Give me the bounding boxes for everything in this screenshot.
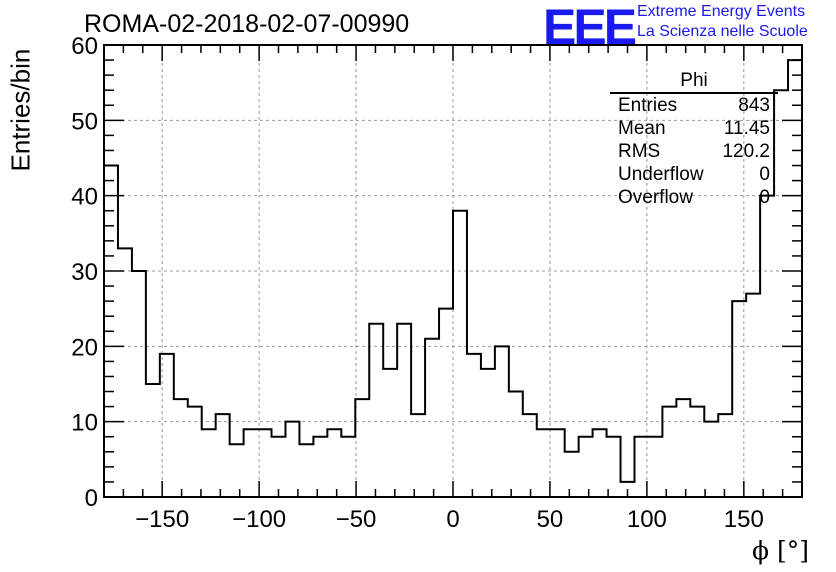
org-name: Extreme Energy Events La Scienza nelle S…	[637, 2, 808, 42]
stats-label: RMS	[618, 141, 661, 162]
x-tick-label: −50	[336, 506, 377, 533]
stats-label: Underflow	[618, 164, 704, 185]
x-tick-label: 0	[446, 506, 459, 533]
stats-value: 11.45	[723, 118, 770, 139]
y-tick-label: 0	[85, 485, 98, 512]
x-tick-label: 50	[537, 506, 564, 533]
chart-title: ROMA-02-2018-02-07-00990	[84, 10, 410, 38]
tick-labels: −150 −100 −50 0 50 100 150 0 10 20 30 40 50 60	[71, 33, 764, 533]
stats-value: 0	[759, 164, 770, 185]
x-tick-label: −150	[135, 506, 189, 533]
stats-label: Mean	[618, 118, 666, 139]
y-tick-label: 50	[71, 108, 98, 135]
y-tick-label: 40	[71, 184, 98, 211]
stats-row-underflow: Underflow 0	[610, 163, 778, 186]
org-line-2: La Scienza nelle Scuole	[637, 23, 808, 40]
stats-box: Phi Entries 843 Mean 11.45 RMS 120.2 Underf…	[610, 70, 778, 209]
y-axis-label: Entries/bin	[5, 48, 36, 172]
stats-label: Entries	[618, 95, 678, 116]
stats-value: 843	[738, 95, 770, 116]
axis-ticks	[104, 44, 802, 498]
y-tick-label: 60	[71, 33, 98, 60]
histogram-line	[104, 59, 802, 483]
x-tick-label: 100	[627, 506, 667, 533]
y-tick-label: 10	[71, 410, 98, 437]
y-tick-label: 20	[71, 334, 98, 361]
x-axis-label: ϕ [°]	[752, 536, 809, 565]
stats-value: 120.2	[722, 141, 770, 162]
stats-title: Phi	[610, 70, 778, 94]
eee-logo: EEE	[543, 0, 637, 55]
x-tick-label: 150	[724, 506, 764, 533]
stats-row-rms: RMS 120.2	[610, 140, 778, 163]
stats-row-overflow: Overflow 0	[610, 186, 778, 209]
x-tick-label: −100	[232, 506, 286, 533]
stats-value: 0	[759, 187, 770, 208]
stats-row-mean: Mean 11.45	[610, 117, 778, 140]
stats-label: Overflow	[618, 187, 693, 208]
org-line-1: Extreme Energy Events	[637, 3, 806, 20]
y-tick-label: 30	[71, 259, 98, 286]
stats-row-entries: Entries 843	[610, 94, 778, 117]
